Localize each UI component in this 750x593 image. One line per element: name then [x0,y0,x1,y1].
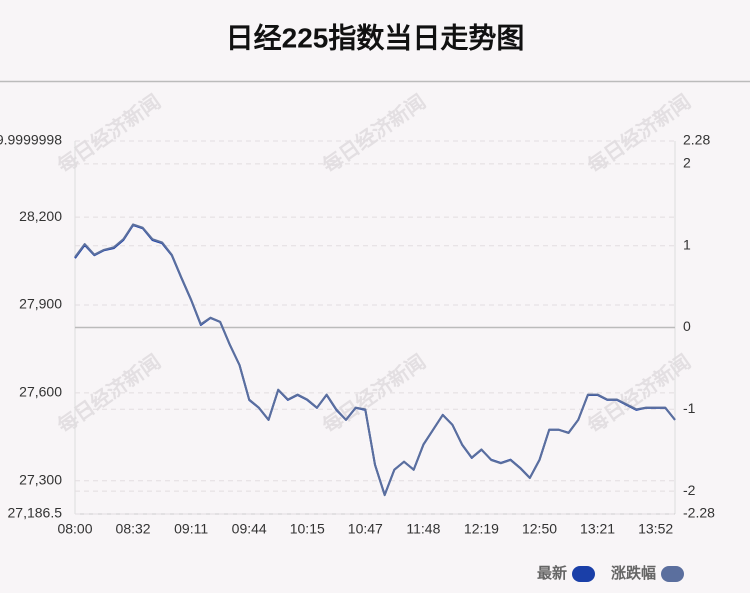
legend-label: 涨跌幅 [611,564,656,582]
x-tick-label: 09:44 [232,521,267,537]
y2-tick-label: 2.28 [683,132,710,148]
y2-tick-label: -2 [683,482,696,498]
y2-tick-label: 1 [683,236,691,252]
chart-title: 日经225指数当日走势图 [226,21,525,53]
legend-swatch [661,566,684,582]
line-series [74,224,676,496]
watermark: 每日经济新闻 [583,349,695,437]
y-tick-label: 28,459.9999998 [0,132,62,148]
line-series [74,223,676,497]
x-tick-label: 12:50 [522,521,557,537]
x-tick-label: 10:15 [290,521,325,537]
y-tick-label: 27,186.5 [8,505,63,521]
y-tick-label: 27,900 [19,296,62,312]
watermark: 每日经济新闻 [53,349,165,437]
watermark: 每日经济新闻 [583,89,695,177]
x-tick-label: 12:19 [464,521,499,537]
y2-tick-label: 0 [683,318,691,334]
y-tick-label: 27,300 [19,471,62,487]
y-tick-label: 27,600 [19,384,62,400]
y2-tick-label: -1 [683,400,696,416]
x-tick-label: 10:47 [348,521,383,537]
legend-swatch [572,566,595,582]
watermark: 每日经济新闻 [53,89,165,177]
legend-label: 最新 [537,564,567,582]
y2-tick-label: 2 [683,155,691,171]
y-tick-label: 28,200 [19,208,62,224]
x-tick-label: 08:00 [57,521,92,537]
watermark: 每日经济新闻 [318,349,430,437]
watermark: 每日经济新闻 [318,89,430,177]
x-tick-label: 13:52 [638,521,673,537]
x-tick-label: 13:21 [580,521,615,537]
x-tick-label: 08:32 [116,521,151,537]
x-tick-label: 11:48 [406,521,440,537]
x-tick-label: 09:11 [174,521,208,537]
y2-tick-label: -2.28 [683,505,715,521]
